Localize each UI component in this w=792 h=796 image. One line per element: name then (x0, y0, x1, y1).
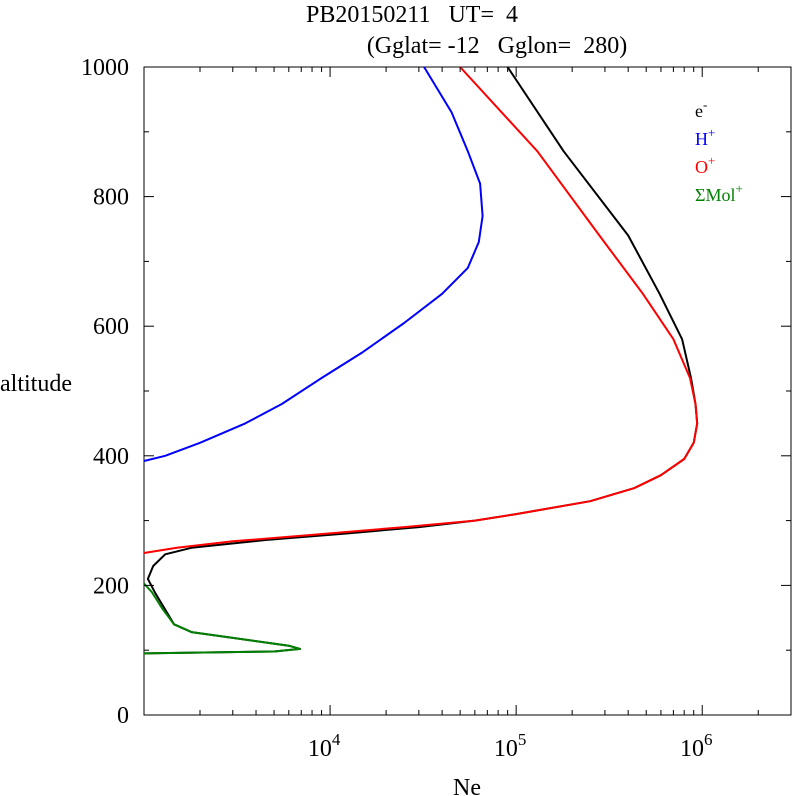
chart-title: PB20150211 UT= 4 (306, 2, 518, 28)
legend-item-2: O+ (695, 153, 715, 177)
x-tick-label-base: 10 (494, 736, 518, 762)
y-tick-label: 200 (93, 573, 129, 599)
series-lines (143, 66, 699, 655)
legend-label-superscript: + (708, 125, 715, 140)
legend-label-superscript: + (735, 181, 742, 196)
x-tick-label-base: 10 (680, 736, 704, 762)
legend-label-superscript: - (703, 97, 707, 112)
y-tick-label: 800 (93, 185, 129, 211)
series-line-3 (143, 582, 302, 655)
legend-label: O (695, 157, 708, 177)
legend-label: ΣMol (695, 185, 735, 205)
legend-label-superscript: + (708, 153, 715, 168)
x-tick-label-exponent: 5 (518, 730, 527, 749)
y-tick-label: 400 (93, 444, 129, 470)
legend-label: H (695, 129, 708, 149)
legend-item-3: ΣMol+ (695, 181, 743, 205)
y-axis-label: altitude (0, 371, 72, 397)
y-tick-label: 0 (117, 703, 129, 729)
series-line-1 (143, 66, 484, 462)
x-tick-label-exponent: 4 (332, 730, 341, 749)
x-tick-label: 104 (308, 730, 341, 762)
legend-item-1: H+ (695, 125, 715, 149)
series-line-2 (143, 66, 699, 554)
y-tick-label: 1000 (81, 55, 129, 81)
legend-item-0: e- (695, 97, 707, 121)
legend-label: e (695, 101, 703, 121)
x-tick-label-exponent: 6 (704, 730, 713, 749)
x-tick-label: 105 (494, 730, 527, 762)
x-tick-label-base: 10 (308, 736, 332, 762)
series-line-0 (143, 66, 699, 655)
y-tick-label: 600 (93, 314, 129, 340)
legend: e-H+O+ΣMol+ (695, 97, 743, 205)
chart-subtitle: (Gglat= -12 Gglon= 280) (367, 33, 627, 59)
x-tick-label: 106 (680, 730, 713, 762)
x-axis-label: Ne (453, 775, 481, 796)
